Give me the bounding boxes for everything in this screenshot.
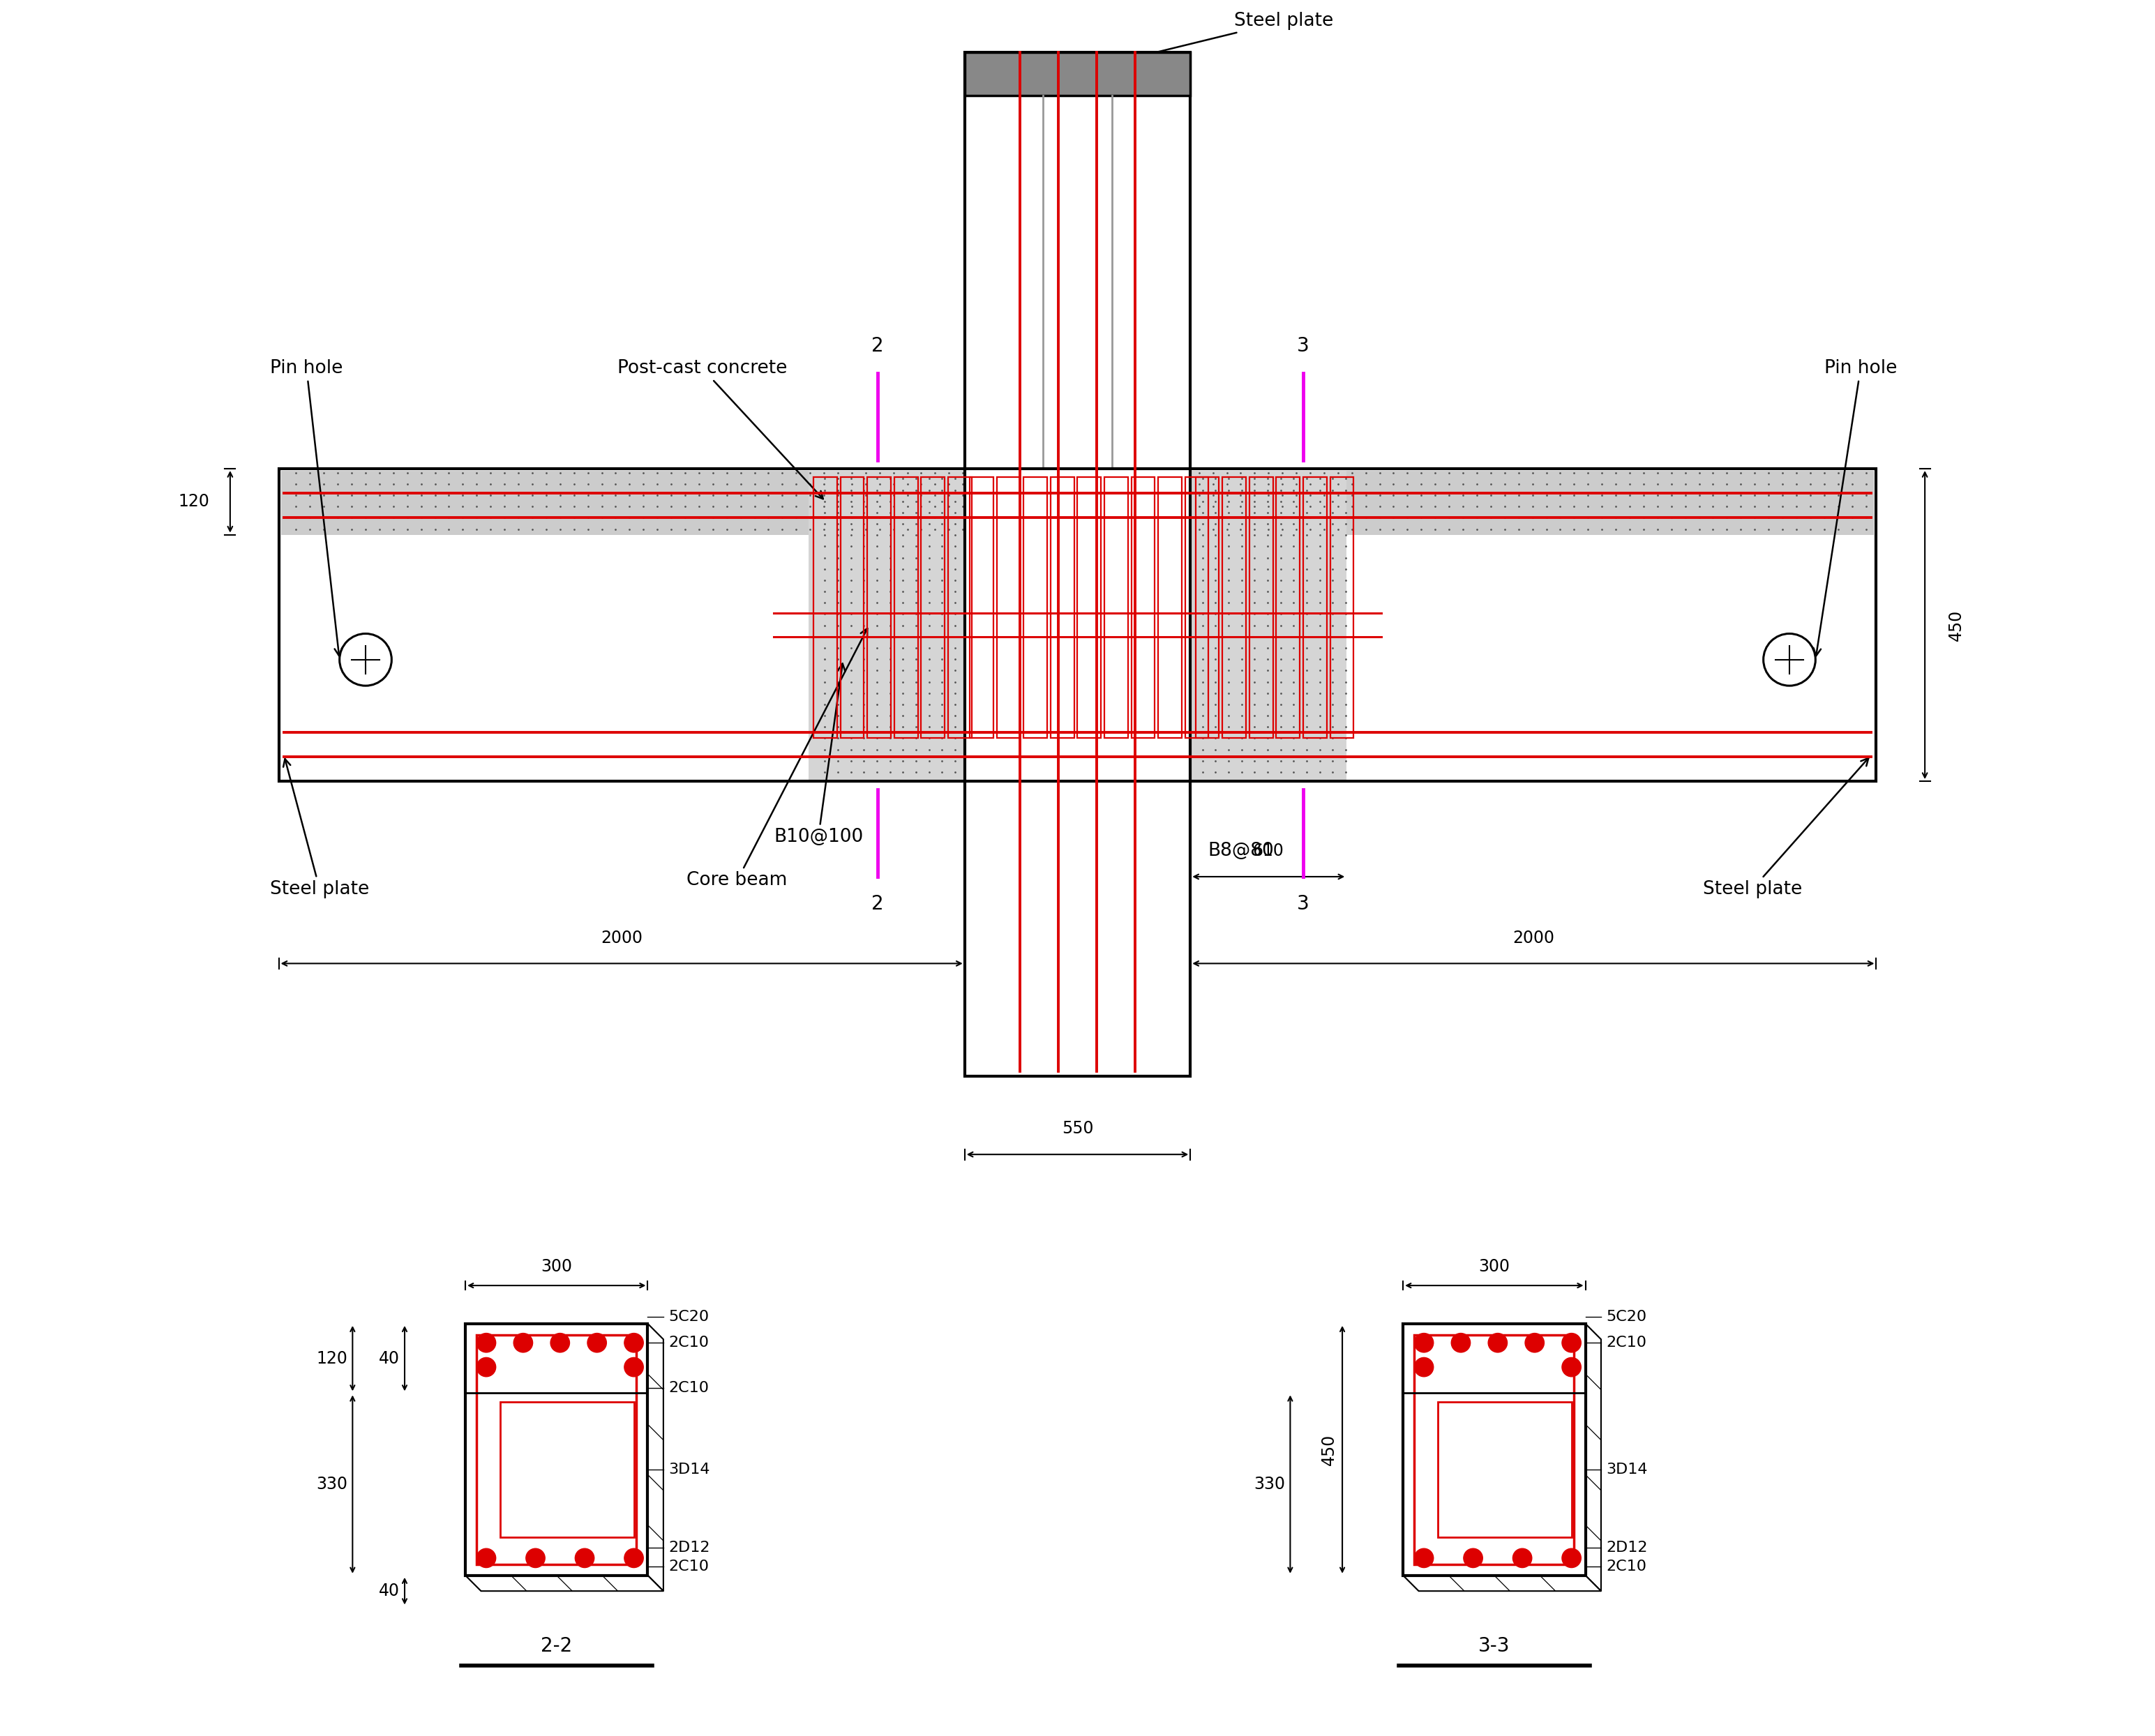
Bar bbox=[1103, 477, 1127, 738]
Bar bbox=[1276, 477, 1299, 738]
Bar bbox=[1250, 477, 1274, 738]
Bar bbox=[965, 52, 1190, 1076]
Text: 2000: 2000 bbox=[1513, 929, 1554, 946]
Circle shape bbox=[575, 1549, 595, 1568]
Text: Steel plate: Steel plate bbox=[1090, 12, 1334, 71]
Bar bbox=[282, 470, 1873, 535]
Bar bbox=[1196, 477, 1220, 738]
Text: 2C10: 2C10 bbox=[1605, 1559, 1646, 1575]
Circle shape bbox=[476, 1333, 496, 1352]
Circle shape bbox=[588, 1333, 606, 1352]
Text: 3D14: 3D14 bbox=[1605, 1462, 1649, 1477]
Text: 450: 450 bbox=[1948, 609, 1965, 641]
Bar bbox=[1157, 477, 1181, 738]
Bar bbox=[1052, 477, 1073, 738]
Bar bbox=[1437, 1403, 1571, 1538]
Polygon shape bbox=[465, 1576, 664, 1590]
Text: 40: 40 bbox=[379, 1583, 399, 1599]
Polygon shape bbox=[649, 1323, 664, 1590]
Bar bbox=[1131, 477, 1155, 738]
Text: 2D12: 2D12 bbox=[668, 1540, 711, 1555]
Text: 120: 120 bbox=[179, 493, 209, 510]
Bar bbox=[970, 477, 993, 738]
Circle shape bbox=[1526, 1333, 1545, 1352]
Text: 5C20: 5C20 bbox=[1605, 1309, 1646, 1325]
Circle shape bbox=[625, 1549, 644, 1568]
Text: 2000: 2000 bbox=[601, 929, 642, 946]
Text: 3: 3 bbox=[1297, 894, 1310, 913]
Text: 610: 610 bbox=[1252, 842, 1284, 859]
Polygon shape bbox=[1586, 1323, 1601, 1590]
Bar bbox=[998, 477, 1019, 738]
Bar bbox=[1024, 477, 1047, 738]
Circle shape bbox=[550, 1333, 569, 1352]
Circle shape bbox=[1489, 1333, 1506, 1352]
Bar bbox=[1078, 477, 1101, 738]
Text: 2: 2 bbox=[871, 337, 884, 356]
Text: 5C20: 5C20 bbox=[668, 1309, 709, 1325]
Text: 330: 330 bbox=[1254, 1476, 1284, 1493]
Circle shape bbox=[625, 1358, 644, 1377]
Text: Pin hole: Pin hole bbox=[269, 359, 343, 656]
Text: 2-2: 2-2 bbox=[541, 1635, 573, 1656]
Text: 300: 300 bbox=[541, 1259, 573, 1274]
Circle shape bbox=[513, 1333, 532, 1352]
Bar bbox=[1330, 477, 1353, 738]
Bar bbox=[465, 1323, 649, 1576]
Text: Steel plate: Steel plate bbox=[1702, 759, 1868, 898]
Polygon shape bbox=[1403, 1576, 1601, 1590]
Bar bbox=[948, 477, 972, 738]
Text: 2C10: 2C10 bbox=[668, 1559, 709, 1575]
Text: 330: 330 bbox=[317, 1476, 347, 1493]
Bar bbox=[1304, 477, 1327, 738]
Text: 450: 450 bbox=[1321, 1434, 1336, 1465]
Circle shape bbox=[526, 1549, 545, 1568]
Circle shape bbox=[1450, 1333, 1470, 1352]
Bar bbox=[476, 1335, 636, 1564]
Bar bbox=[894, 477, 918, 738]
Text: 3-3: 3-3 bbox=[1478, 1635, 1511, 1656]
Bar bbox=[1222, 477, 1246, 738]
Text: 120: 120 bbox=[317, 1351, 347, 1366]
Circle shape bbox=[1414, 1549, 1433, 1568]
Circle shape bbox=[1513, 1549, 1532, 1568]
Text: 2C10: 2C10 bbox=[1605, 1335, 1646, 1351]
Bar bbox=[868, 477, 890, 738]
Circle shape bbox=[1414, 1358, 1433, 1377]
Circle shape bbox=[625, 1333, 644, 1352]
Bar bbox=[815, 477, 836, 738]
Bar bbox=[920, 477, 944, 738]
Text: Post-cast concrete: Post-cast concrete bbox=[616, 359, 823, 498]
Circle shape bbox=[1562, 1549, 1582, 1568]
Bar bbox=[278, 469, 1877, 781]
Text: 40: 40 bbox=[379, 1351, 399, 1366]
Text: B10@100: B10@100 bbox=[774, 663, 864, 845]
Bar bbox=[808, 470, 1347, 779]
Bar bbox=[965, 52, 1190, 95]
Circle shape bbox=[1463, 1549, 1483, 1568]
Circle shape bbox=[476, 1358, 496, 1377]
Bar bbox=[840, 477, 864, 738]
Bar bbox=[1403, 1323, 1586, 1576]
Text: 550: 550 bbox=[1062, 1120, 1093, 1137]
Text: 2C10: 2C10 bbox=[668, 1335, 709, 1351]
Text: 2C10: 2C10 bbox=[668, 1380, 709, 1396]
Bar bbox=[500, 1403, 634, 1538]
Bar bbox=[1185, 477, 1209, 738]
Text: Steel plate: Steel plate bbox=[269, 759, 369, 898]
Text: Core beam: Core beam bbox=[687, 628, 866, 889]
Circle shape bbox=[1562, 1333, 1582, 1352]
Circle shape bbox=[476, 1549, 496, 1568]
Text: 3: 3 bbox=[1297, 337, 1310, 356]
Text: 3D14: 3D14 bbox=[668, 1462, 711, 1477]
Text: 2D12: 2D12 bbox=[1605, 1540, 1649, 1555]
Text: 2: 2 bbox=[871, 894, 884, 913]
Bar bbox=[1414, 1335, 1573, 1564]
Text: B8@80: B8@80 bbox=[1207, 842, 1274, 859]
Text: Pin hole: Pin hole bbox=[1815, 359, 1896, 656]
Text: 300: 300 bbox=[1478, 1259, 1511, 1274]
Circle shape bbox=[1562, 1358, 1582, 1377]
Circle shape bbox=[1414, 1333, 1433, 1352]
